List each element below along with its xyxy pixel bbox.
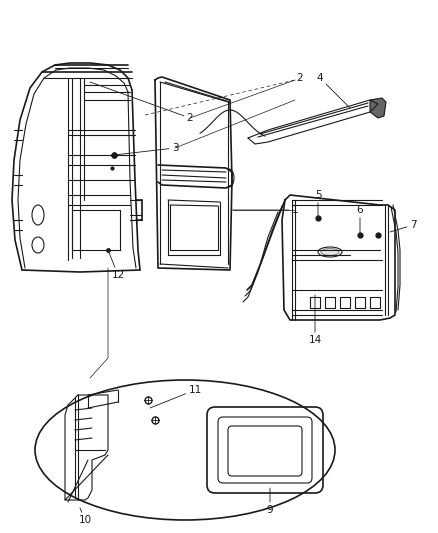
Text: 12: 12	[108, 250, 125, 280]
Polygon shape	[370, 98, 386, 118]
Text: 6: 6	[357, 205, 363, 235]
FancyBboxPatch shape	[228, 426, 302, 476]
Ellipse shape	[321, 248, 339, 255]
Text: 3: 3	[114, 143, 178, 155]
Text: 9: 9	[267, 488, 273, 515]
Text: 4: 4	[317, 73, 350, 108]
Text: 2: 2	[90, 82, 193, 123]
Text: 14: 14	[308, 295, 321, 345]
Text: 2: 2	[297, 73, 303, 83]
Text: 1: 1	[232, 205, 298, 215]
Text: 11: 11	[150, 385, 201, 408]
Text: 5: 5	[314, 190, 321, 218]
Text: 10: 10	[78, 508, 92, 525]
Text: 7: 7	[390, 220, 416, 232]
